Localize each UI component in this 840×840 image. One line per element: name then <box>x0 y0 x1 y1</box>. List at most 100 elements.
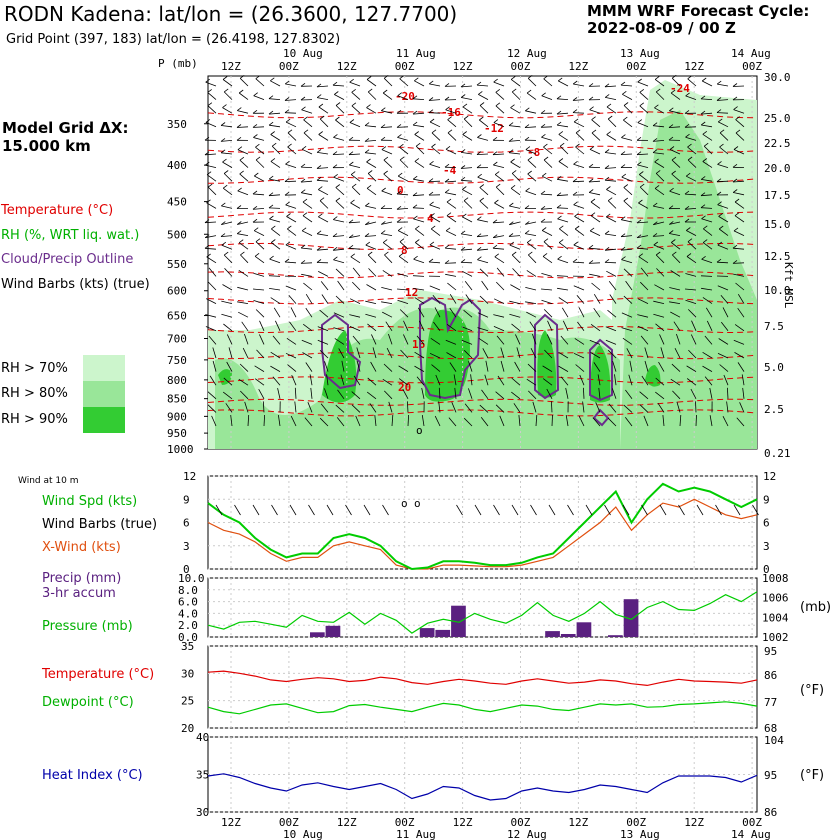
wind-ytick-left: 12 <box>183 470 196 483</box>
upper-wind-barb-flag <box>204 234 210 239</box>
upper-wind-barb <box>382 270 393 277</box>
wind-panel: 12 129 96 63 30 0o o <box>183 470 776 576</box>
upper-wind-barb <box>674 348 681 359</box>
upper-wind-barb <box>636 221 649 224</box>
upper-wind-barb <box>640 281 649 291</box>
upper-wind-barb <box>433 321 441 332</box>
upper-wind-barb <box>639 186 649 196</box>
upper-wind-barb <box>352 267 361 277</box>
upper-wind-barb <box>700 194 713 197</box>
upper-wind-barb-flag <box>654 158 659 163</box>
upper-wind-barb-flag <box>300 163 306 168</box>
upper-wind-barb <box>303 282 313 291</box>
upper-wind-barb <box>369 403 377 413</box>
upper-wind-barb-flag <box>557 77 563 82</box>
upper-wind-barb <box>468 361 473 372</box>
upper-wind-barb-flag <box>319 115 325 120</box>
upper-wind-barb <box>335 105 345 114</box>
upper-wind-barb <box>332 84 345 87</box>
upper-wind-barb <box>679 414 682 427</box>
upper-wind-barb-flag <box>316 165 322 169</box>
upper-wind-barb <box>589 192 601 196</box>
upper-wind-barb <box>547 320 553 331</box>
upper-wind-barb-flag <box>366 184 372 189</box>
upper-wind-barb-flag <box>637 119 643 123</box>
upper-wind-barb <box>573 285 585 291</box>
upper-wind-barb <box>495 92 505 100</box>
upper-wind-barb <box>397 137 409 141</box>
upper-wind-barb-flag <box>318 131 323 135</box>
upper-wind-barb <box>655 391 665 400</box>
upper-wind-barb-flag <box>604 94 610 98</box>
upper-wind-barb <box>686 175 697 182</box>
upper-wind-barb <box>270 351 281 359</box>
upper-wind-barb-flag <box>381 221 386 225</box>
upper-wind-barb <box>209 375 217 386</box>
upper-wind-barb-flag <box>669 187 674 192</box>
top-time-tick: 12Z <box>337 60 357 73</box>
upper-wind-barb <box>735 282 745 291</box>
temp-contour-5 <box>207 271 755 279</box>
upper-wind-barb-flag <box>716 97 722 101</box>
upper-wind-barb-flag <box>525 146 531 150</box>
upper-wind-barb <box>557 178 569 182</box>
upper-wind-barb <box>670 92 681 100</box>
legend-rh80: RH > 80% <box>1 386 68 401</box>
upper-wind-barb <box>733 273 745 277</box>
upper-wind-barb <box>238 269 249 277</box>
f-unit-label-temp: (°F) <box>800 683 825 698</box>
upper-wind-barb-flag <box>460 176 466 181</box>
upper-wind-barb <box>270 161 281 168</box>
upper-wind-barb-flag <box>620 216 626 221</box>
upper-wind-barb <box>278 415 281 427</box>
rh90-blob-5 <box>645 365 661 387</box>
upper-wind-barb-flag <box>348 244 354 249</box>
surface-wind-barb <box>604 504 611 516</box>
upper-wind-barb <box>222 161 233 168</box>
upper-wind-barb-flag <box>540 205 546 210</box>
upper-wind-barb <box>575 146 585 155</box>
upper-wind-barb-flag <box>556 192 562 197</box>
upper-wind-barb-flag <box>380 124 386 128</box>
upper-wind-barb <box>356 347 361 359</box>
temp-ytick-f: 68 <box>764 722 777 735</box>
upper-wind-barb-flag <box>364 149 370 154</box>
upper-wind-barb <box>509 244 521 250</box>
upper-wind-barb <box>415 242 425 250</box>
upper-wind-barb <box>429 285 441 291</box>
upper-wind-barb <box>576 294 585 304</box>
upper-wind-barb-flag <box>623 116 628 121</box>
precip-bar <box>419 628 435 637</box>
upper-wind-barb-flag <box>285 241 291 246</box>
upper-wind-barb <box>542 256 553 264</box>
surface-wind-barb <box>622 504 630 516</box>
upper-wind-barb-flag <box>556 121 562 126</box>
temp-contour-7 <box>207 325 755 334</box>
upper-wind-barb <box>700 207 713 209</box>
upper-wind-barb <box>541 299 553 304</box>
cross-section-panel: -24-20-16-12-8-4048121620350400450500550… <box>167 47 791 460</box>
upper-wind-barb <box>220 235 233 237</box>
upper-wind-barb <box>374 415 377 427</box>
upper-wind-barb-flag <box>428 109 434 114</box>
upper-wind-barb <box>551 401 553 413</box>
upper-wind-barb <box>221 125 233 128</box>
upper-wind-barb-flag <box>223 88 229 93</box>
upper-wind-barb-flag <box>476 246 482 251</box>
upper-wind-barb <box>558 365 569 372</box>
upper-wind-barb <box>582 401 585 413</box>
upper-wind-barb-flag <box>301 227 307 232</box>
upper-wind-barb-flag <box>236 230 242 235</box>
upper-wind-barb-flag <box>236 136 242 141</box>
upper-wind-barb <box>269 178 281 182</box>
upper-wind-barb-flag <box>476 164 482 169</box>
upper-wind-barb <box>407 414 409 427</box>
upper-wind-barb <box>445 273 457 277</box>
upper-wind-barb <box>525 190 537 196</box>
upper-wind-barb-flag <box>493 119 499 123</box>
upper-wind-barb <box>351 186 361 196</box>
surface-wind-barb <box>641 504 648 516</box>
upper-wind-barb-flag <box>316 230 322 235</box>
pressure-ytick-right: 1006 <box>762 592 789 605</box>
upper-wind-barb-flag <box>444 260 450 264</box>
